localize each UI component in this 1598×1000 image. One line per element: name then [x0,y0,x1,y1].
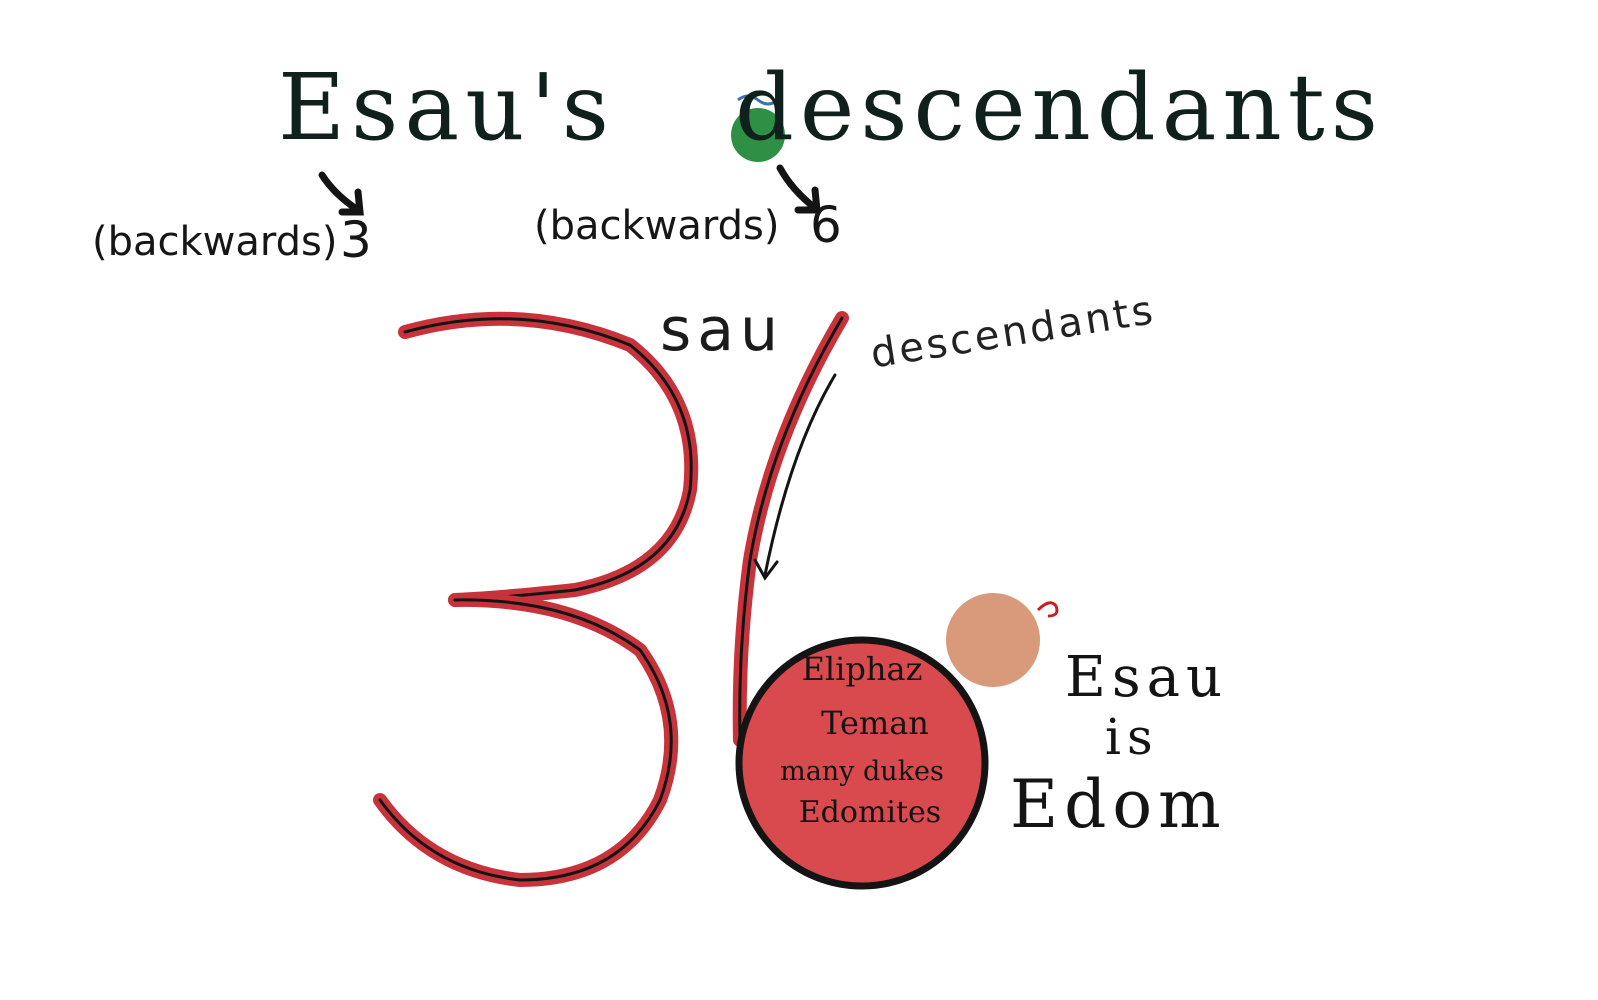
edom-line-1: Esau [1065,645,1229,710]
backwards-label-left: (backwards) [92,219,338,265]
numeral-six-stem [732,311,849,747]
edom-line-2: is [1105,708,1159,766]
numeral-three [373,311,699,888]
circle-name-3: many dukes [780,756,944,787]
circle-name-4: Edomites [798,795,942,830]
sau-label: sau [660,295,785,365]
backwards-digit-three: 3 [340,211,372,269]
circle-name-2: Teman [821,704,929,742]
green-letter-icon [731,108,785,162]
arrow-left [318,171,364,216]
tilde-mark [737,94,779,106]
descendants-arrow [753,373,837,581]
circle-name-1: Eliphaz [801,650,923,688]
edom-line-3: Edom [1010,766,1227,843]
head-drawing [946,593,1059,687]
arrow-right [776,164,821,214]
title-second-word: descendants [735,54,1384,161]
backwards-label-right: (backwards) [534,203,780,249]
numeral-six-bowl [735,636,989,890]
title-first-word: Esau's [278,54,615,161]
backwards-digit-six: 6 [810,196,842,254]
